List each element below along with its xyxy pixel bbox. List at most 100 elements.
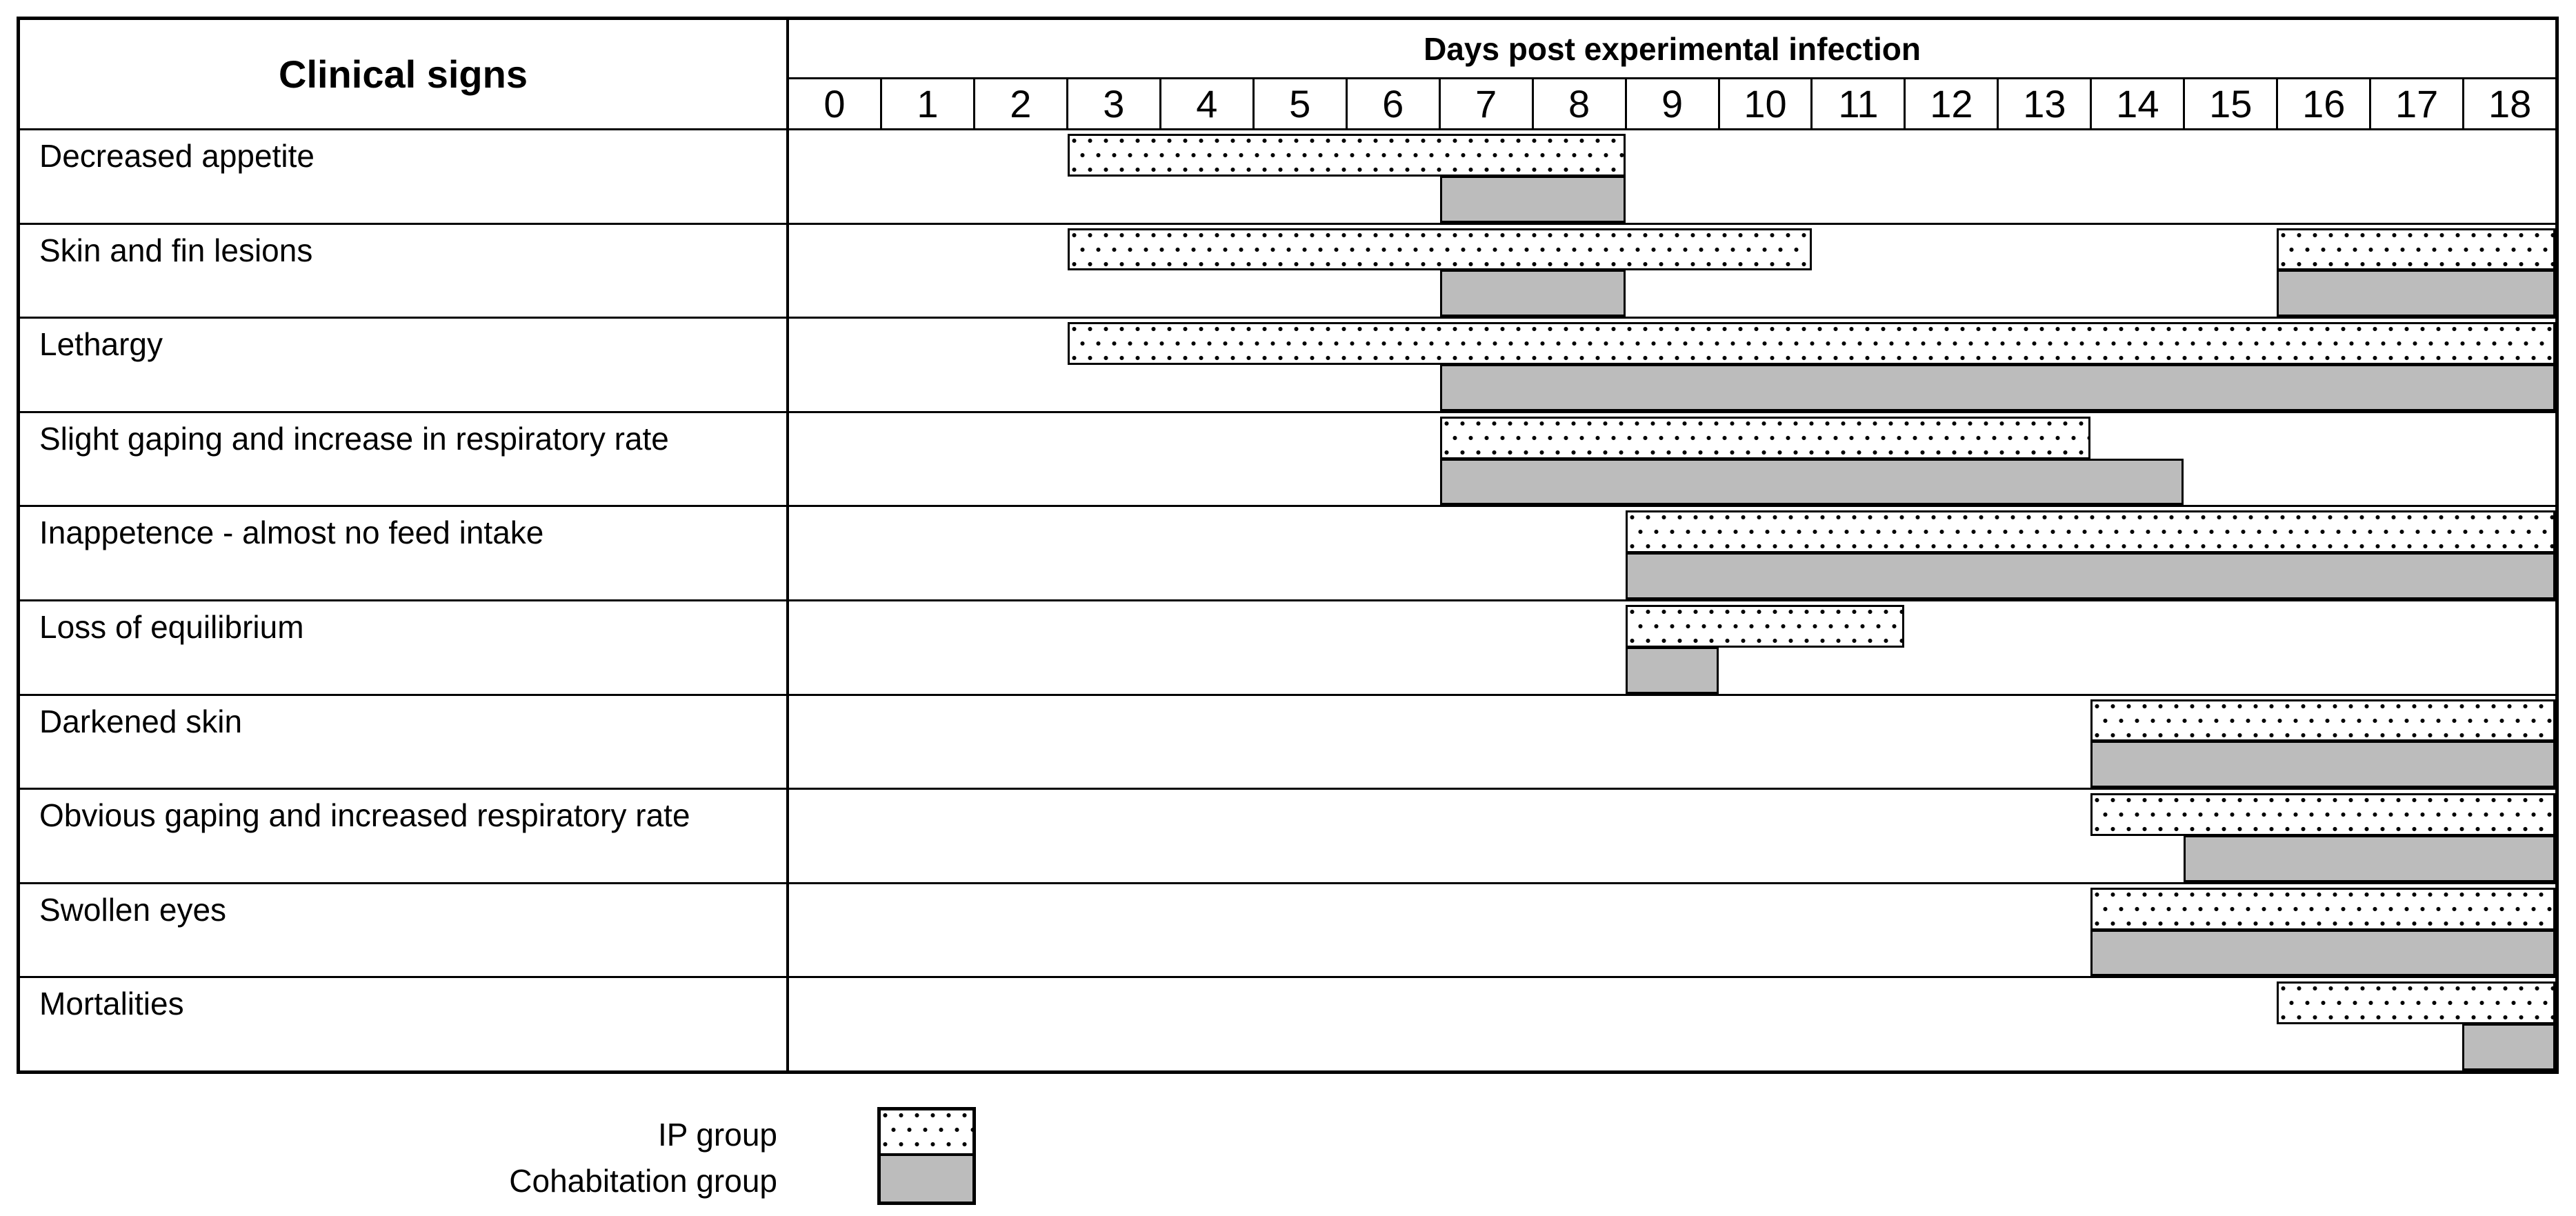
day-label-0: 0 [789,79,882,128]
cohab-bar [1439,175,1626,223]
day-label-1: 1 [882,79,975,128]
bar-area [789,696,2555,788]
cohab-bar [1626,552,2555,599]
clinical-sign-label: Loss of equilibrium [20,601,789,694]
day-label-16: 16 [2278,79,2372,128]
cohab-lane [789,552,2555,599]
ip-lane [789,130,2555,177]
bar-area [789,413,2555,506]
day-label-13: 13 [1999,79,2093,128]
ip-lane [789,884,2555,930]
cohab-lane [789,835,2555,882]
clinical-sign-label: Lethargy [20,319,789,411]
cohab-bar [1439,270,1626,317]
sign-row: Loss of equilibrium [20,599,2555,694]
day-label-14: 14 [2092,79,2186,128]
legend-labels: IP group Cohabitation group [0,1112,777,1204]
day-label-2: 2 [975,79,1068,128]
clinical-sign-label: Mortalities [20,978,789,1070]
legend-label-cohabitation-group: Cohabitation group [509,1163,777,1199]
legend-swatch-cohabitation-fill [881,1156,972,1202]
ip-bar [1068,228,1812,271]
day-numbers-row: 0 1 2 3 4 5 6 7 8 9 10 11 12 13 14 15 16 17 18 [789,79,2555,128]
ip-lane [789,790,2555,836]
table-header-row: Clinical signs Days post experimental in… [20,20,2555,128]
legend-swatch [877,1107,976,1205]
sign-row: Darkened skin [20,693,2555,788]
ip-bar [2276,228,2555,271]
clinical-sign-label: Inappetence - almost no feed intake [20,507,789,599]
cohab-lane [789,175,2555,223]
bar-area [789,790,2555,882]
legend-label-ip-group: IP group [657,1117,777,1153]
day-label-4: 4 [1161,79,1255,128]
cohab-bar [2276,270,2555,317]
legend-swatch-ip-pattern [881,1110,972,1156]
ip-bar [2090,887,2555,930]
day-label-3: 3 [1068,79,1161,128]
sign-row: Inappetence - almost no feed intake [20,505,2555,599]
ip-lane [789,507,2555,554]
sign-row: Slight gaping and increase in respirator… [20,410,2555,506]
clinical-sign-label: Decreased appetite [20,130,789,223]
day-label-9: 9 [1627,79,1720,128]
bar-area [789,225,2555,317]
sign-row: Mortalities [20,976,2555,1070]
ip-bar [2276,981,2555,1025]
day-label-18: 18 [2488,82,2532,126]
ip-lane [789,696,2555,742]
sign-row: Decreased appetite [20,128,2555,223]
ip-lane [789,319,2555,365]
clinical-sign-label: Skin and fin lesions [20,224,789,317]
cohab-lane [789,363,2555,411]
ip-bar [2090,793,2555,836]
ip-bar [1439,416,2091,459]
day-label-17: 17 [2371,79,2465,128]
day-label-11: 11 [1813,79,1906,128]
cohab-bar [2183,835,2555,882]
cohab-lane [789,646,2555,694]
sign-row: Obvious gaping and increased respiratory… [20,788,2555,882]
ip-lane [789,225,2555,271]
bar-area [789,319,2555,411]
cohab-lane [789,270,2555,317]
ip-bar [2090,699,2555,742]
cohab-bar [1626,646,1719,694]
ip-lane [789,978,2555,1025]
cohab-bar [2462,1024,2555,1070]
day-label-12: 12 [1906,79,1999,128]
cohab-bar [2090,929,2555,977]
cohab-bar [2090,741,2555,788]
clinical-sign-label: Obvious gaping and increased respiratory… [20,790,789,882]
ip-bar [1068,322,2555,365]
ip-bar [1626,510,2555,554]
bar-area [789,601,2555,694]
ip-bar [1626,604,1905,648]
day-label-10: 10 [1720,79,1813,128]
bar-area [789,507,2555,599]
cohab-lane [789,929,2555,977]
clinical-sign-label: Swollen eyes [20,884,789,977]
days-post-infection-title: Days post experimental infection [789,20,2555,79]
cohab-lane [789,741,2555,788]
day-label-8: 8 [1534,79,1627,128]
sign-row: Skin and fin lesions [20,222,2555,317]
bar-area [789,130,2555,223]
day-label-6: 6 [1348,79,1441,128]
clinical-signs-table: Clinical signs Days post experimental in… [17,17,2559,1074]
bar-area [789,978,2555,1070]
ip-lane [789,601,2555,648]
cohab-bar [1439,458,2184,506]
clinical-signs-header-cell: Clinical signs [20,20,789,128]
sign-row: Lethargy [20,317,2555,411]
sign-row: Swollen eyes [20,881,2555,977]
cohab-lane [789,458,2555,506]
day-label-15: 15 [2185,79,2279,128]
ip-bar [1068,134,1626,177]
cohab-lane [789,1024,2555,1070]
legend: IP group Cohabitation group [0,1104,1035,1214]
day-label-7: 7 [1441,79,1534,128]
ip-lane [789,413,2555,459]
